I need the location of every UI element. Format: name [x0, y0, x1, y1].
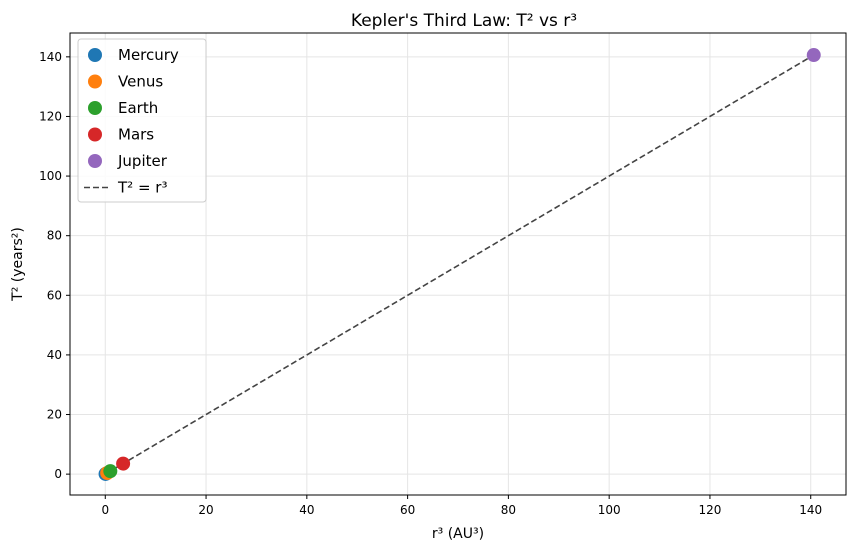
y-tick-label: 40: [47, 348, 62, 362]
x-axis-label: r³ (AU³): [432, 526, 484, 542]
y-tick-label: 140: [39, 50, 62, 64]
y-tick-label: 80: [47, 229, 62, 243]
legend-label-earth: Earth: [118, 99, 158, 117]
y-tick-label: 120: [39, 109, 62, 123]
legend-label-mercury: Mercury: [118, 46, 179, 64]
x-tick-label: 100: [598, 503, 621, 517]
x-tick-label: 140: [799, 503, 822, 517]
ticks-layer: 0 20 40 60 80 100 120 140 0 20 40 60 80 100 120 140: [39, 50, 822, 517]
y-axis-label: T² (years²): [10, 227, 26, 302]
legend-box: [77, 38, 207, 203]
legend-label-venus: Venus: [118, 73, 163, 91]
reference-line: [104, 54, 815, 475]
grid-layer: [70, 33, 846, 495]
data-point-mars: [116, 456, 131, 471]
legend-marker-jupiter: [88, 154, 102, 168]
x-tick-label: 60: [400, 503, 415, 517]
x-tick-label: 40: [299, 503, 314, 517]
y-tick-label: 0: [54, 467, 62, 481]
x-tick-label: 0: [101, 503, 109, 517]
x-tick-label: 120: [698, 503, 721, 517]
legend-marker-mars: [88, 127, 102, 142]
x-tick-label: 20: [198, 503, 213, 517]
legend-marker-earth: [88, 101, 102, 115]
reference-line-layer: [104, 54, 815, 475]
chart-title: Kepler's Third Law: T² vs r³: [351, 11, 577, 31]
legend: Mercury Venus Earth Mars Jupiter T² = r³: [77, 38, 207, 203]
legend-label-reference-line: T² = r³: [117, 179, 167, 197]
points-layer: [98, 48, 821, 481]
data-point-earth: [103, 464, 118, 479]
data-point-jupiter: [806, 48, 821, 63]
legend-label-mars: Mars: [118, 126, 154, 144]
legend-marker-mercury: [88, 48, 102, 62]
x-tick-label: 80: [501, 503, 516, 517]
y-tick-label: 20: [47, 408, 62, 422]
plot-frame: [69, 32, 847, 496]
legend-marker-venus: [88, 74, 102, 89]
y-tick-label: 100: [39, 169, 62, 183]
legend-label-jupiter: Jupiter: [117, 152, 168, 170]
y-tick-label: 60: [47, 288, 62, 302]
